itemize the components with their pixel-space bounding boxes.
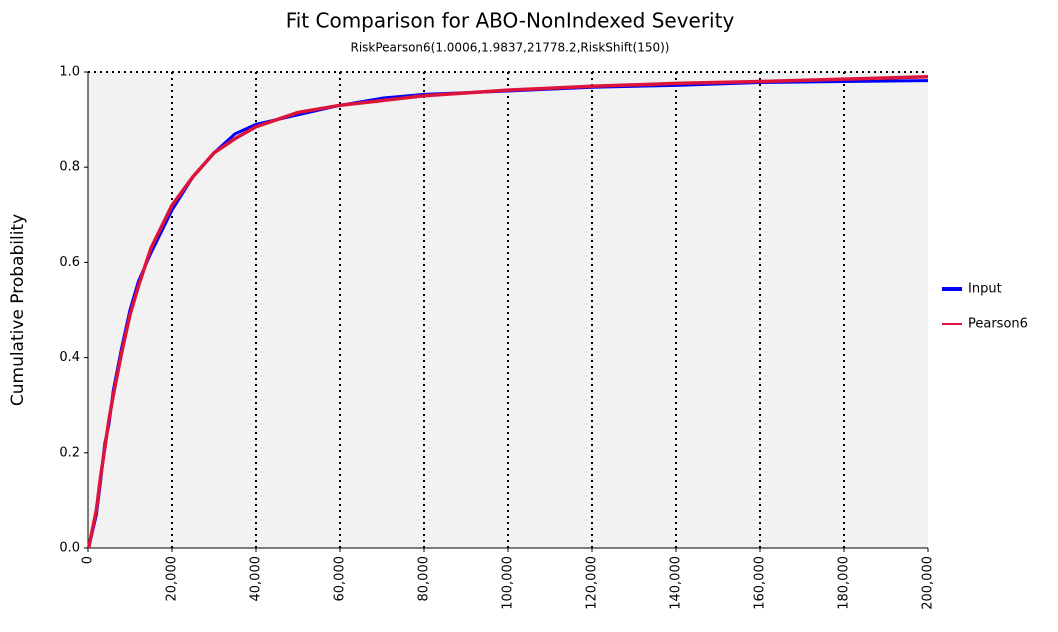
legend-label: Input (968, 282, 1002, 297)
y-tick-label: 0.6 (59, 255, 80, 270)
x-tick-label: 120,000 (585, 556, 600, 610)
y-axis-title: Cumulative Probability (8, 214, 28, 406)
x-tick-label: 140,000 (669, 556, 684, 610)
y-tick-label: 0.4 (59, 350, 80, 365)
x-tick-label: 20,000 (165, 556, 180, 602)
y-tick-label: 0.2 (59, 445, 80, 460)
x-tick-label: 180,000 (837, 556, 852, 610)
x-tick-label: 80,000 (417, 556, 432, 602)
chart-subtitle: RiskPearson6(1.0006,1.9837,21778.2,RiskS… (350, 41, 669, 55)
y-tick-label: 0.8 (59, 160, 80, 175)
legend-label: Pearson6 (968, 317, 1028, 332)
x-tick-label: 160,000 (753, 556, 768, 610)
x-tick-label: 100,000 (501, 556, 516, 610)
y-tick-label: 1.0 (59, 65, 80, 80)
plot-area (88, 72, 928, 548)
x-tick-label: 0 (81, 556, 96, 564)
series-line (86, 75, 929, 549)
x-tick-label: 40,000 (249, 556, 264, 602)
x-tick-label: 200,000 (921, 556, 936, 610)
chart-title: Fit Comparison for ABO-NonIndexed Severi… (286, 9, 735, 33)
x-tick-label: 60,000 (333, 556, 348, 602)
y-tick-label: 0.0 (59, 541, 80, 556)
